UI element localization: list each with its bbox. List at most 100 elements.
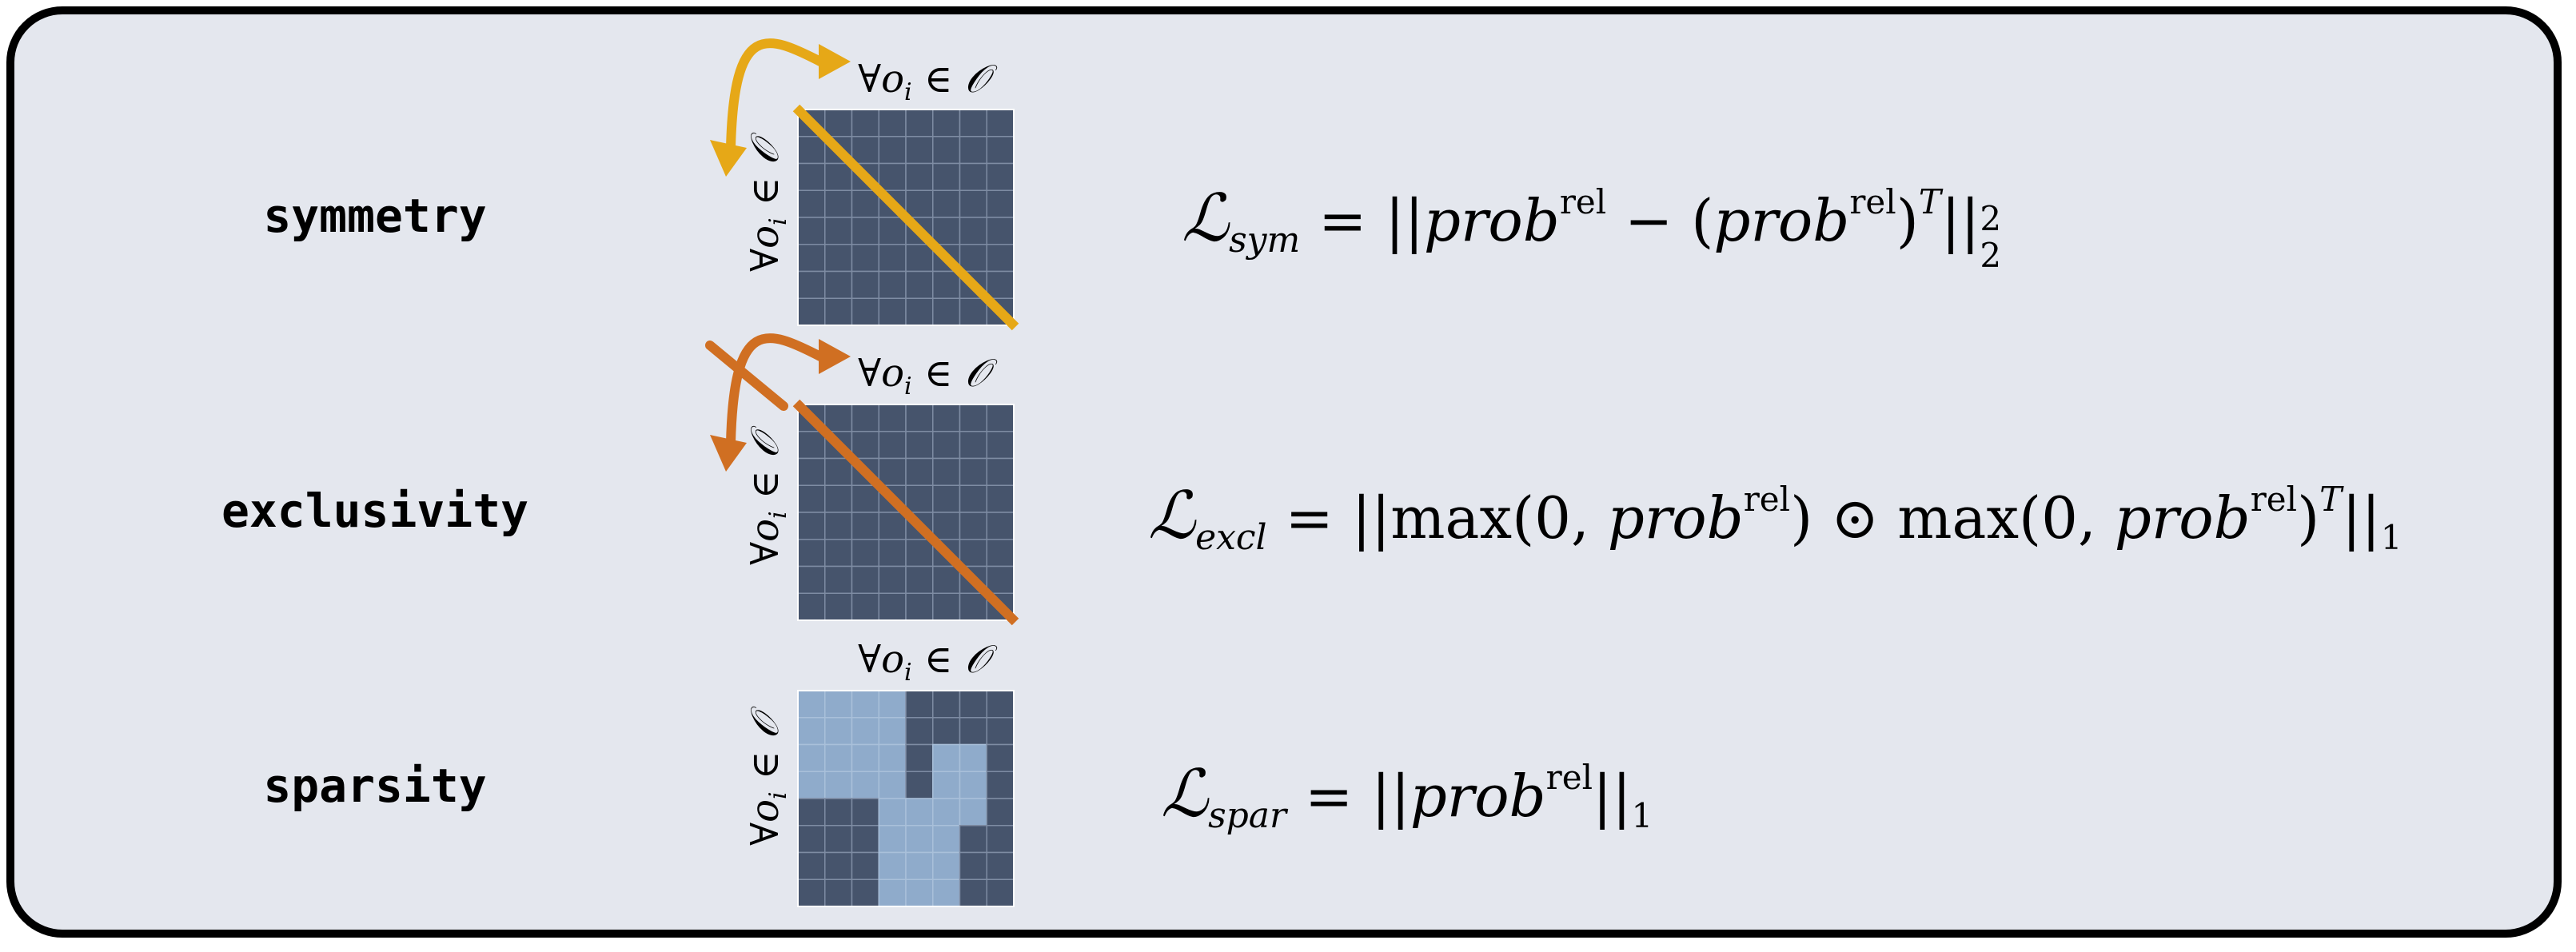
matrix-cell xyxy=(905,743,934,772)
matrix-cell xyxy=(797,539,826,568)
matrix-cell xyxy=(959,136,987,165)
matrix-cell xyxy=(824,484,853,513)
matrix-cell xyxy=(932,592,961,621)
matrix-cell xyxy=(959,771,987,799)
matrix-cell xyxy=(986,539,1015,568)
matrix-border xyxy=(797,690,1015,907)
matrix-cell xyxy=(932,825,961,854)
matrix-cell xyxy=(878,825,907,854)
matrix-cell xyxy=(824,189,853,218)
matrix-cell xyxy=(905,457,934,486)
matrix-cell xyxy=(932,109,961,137)
matrix-cell xyxy=(959,189,987,218)
matrix-cell xyxy=(986,244,1015,273)
swap-arrow xyxy=(726,38,825,153)
matrix-cell xyxy=(797,297,826,326)
matrix-cell xyxy=(824,457,853,486)
matrix-cell xyxy=(851,592,879,621)
matrix-cell xyxy=(986,512,1015,540)
matrix-cell xyxy=(851,771,879,799)
matrix-cell xyxy=(878,270,907,299)
matrix-cell xyxy=(851,244,879,273)
matrix-cell xyxy=(905,431,934,460)
matrix-cell xyxy=(905,162,934,191)
matrix-cell xyxy=(986,743,1015,772)
matrix-cell xyxy=(878,771,907,799)
matrix-cell xyxy=(851,431,879,460)
matrix-cell xyxy=(905,771,934,799)
matrix-cell xyxy=(959,592,987,621)
matrix-cell xyxy=(797,592,826,621)
matrix-cell xyxy=(851,798,879,827)
matrix-cell xyxy=(932,743,961,772)
matrix-cell xyxy=(986,798,1015,827)
matrix-cell xyxy=(824,690,853,719)
matrix-cell xyxy=(959,690,987,719)
matrix-cell xyxy=(932,565,961,594)
matrix-cell xyxy=(986,136,1015,165)
matrix-cell xyxy=(797,457,826,486)
matrix-cell xyxy=(932,878,961,907)
matrix-cell xyxy=(905,592,934,621)
matrix-cell xyxy=(986,217,1015,245)
matrix-cell xyxy=(905,189,934,218)
matrix-cell xyxy=(851,851,879,880)
matrix-cell xyxy=(905,878,934,907)
matrix-cell xyxy=(824,565,853,594)
matrix-cell xyxy=(932,431,961,460)
matrix-cell xyxy=(878,512,907,540)
matrix-cell xyxy=(878,109,907,137)
matrix-cell xyxy=(932,136,961,165)
matrix-cell xyxy=(851,825,879,854)
matrix-cell xyxy=(878,431,907,460)
matrix-cell xyxy=(851,484,879,513)
diagonal-line xyxy=(792,399,1019,626)
matrix-cell xyxy=(878,457,907,486)
matrix-cell xyxy=(905,717,934,746)
matrix-cell xyxy=(959,162,987,191)
matrix-cell xyxy=(932,189,961,218)
matrix-cell xyxy=(905,136,934,165)
matrix-cell xyxy=(905,690,934,719)
matrix-cell xyxy=(824,851,853,880)
matrix-cell xyxy=(851,136,879,165)
matrix-cell xyxy=(959,431,987,460)
matrix-cell xyxy=(797,244,826,273)
matrix-cell xyxy=(905,404,934,432)
matrix-cell xyxy=(986,717,1015,746)
matrix-cell xyxy=(986,404,1015,432)
matrix-cell xyxy=(878,690,907,719)
matrix-cell xyxy=(797,136,826,165)
matrix-cell xyxy=(905,270,934,299)
matrix-cell xyxy=(932,717,961,746)
matrix-border xyxy=(797,404,1015,621)
matrix-cell xyxy=(878,297,907,326)
matrix-cell xyxy=(986,109,1015,137)
matrix-cell xyxy=(824,539,853,568)
matrix-cell xyxy=(797,565,826,594)
row-label-exclusivity: exclusivity xyxy=(221,484,529,538)
matrix-cell xyxy=(959,825,987,854)
matrix-cell xyxy=(986,851,1015,880)
arrowhead-right xyxy=(819,339,851,374)
matrix-cell xyxy=(878,798,907,827)
matrix-cell xyxy=(932,851,961,880)
matrix-cell xyxy=(878,217,907,245)
matrix-cell xyxy=(986,457,1015,486)
matrix-cell xyxy=(878,851,907,880)
matrix-cell xyxy=(797,270,826,299)
matrix-cell xyxy=(797,771,826,799)
matrix-cell xyxy=(878,592,907,621)
matrix-cell xyxy=(959,217,987,245)
matrix-cell xyxy=(986,484,1015,513)
matrix-cell xyxy=(824,162,853,191)
matrix-cell xyxy=(986,162,1015,191)
matrix-cell xyxy=(851,565,879,594)
matrix-cell xyxy=(878,162,907,191)
matrix-cell xyxy=(824,825,853,854)
matrix-cell xyxy=(986,431,1015,460)
matrix-cell xyxy=(824,270,853,299)
matrix-cell xyxy=(959,484,987,513)
matrix-cell xyxy=(905,109,934,137)
